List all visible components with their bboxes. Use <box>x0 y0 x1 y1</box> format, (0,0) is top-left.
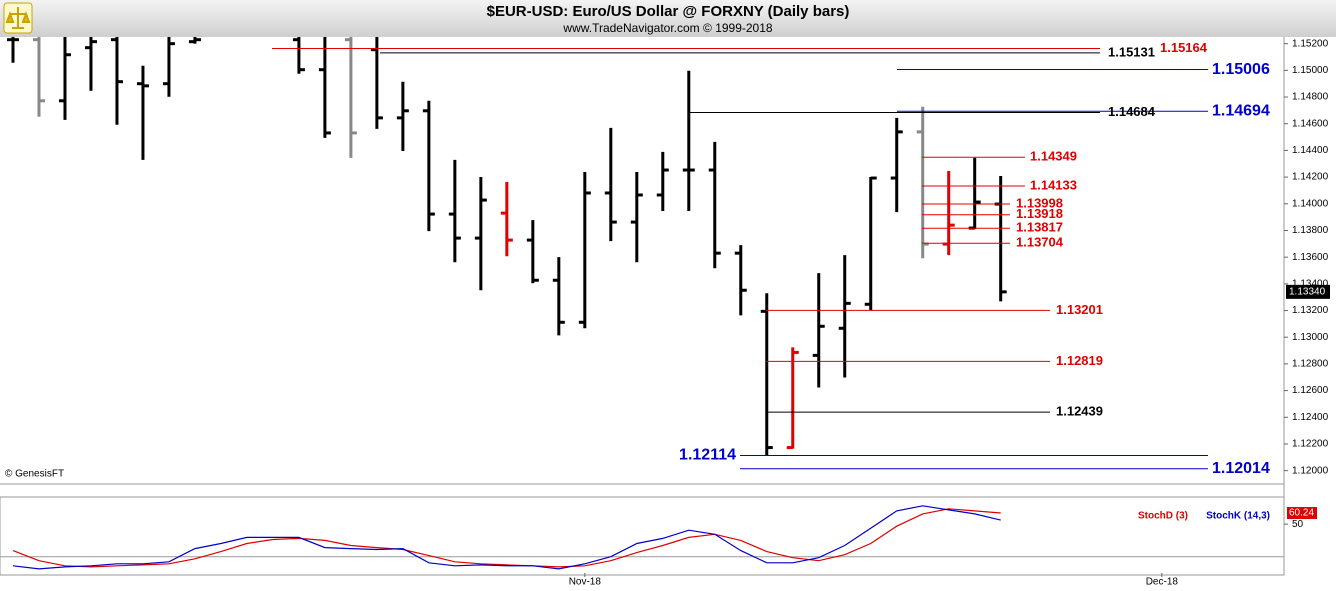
y-tick-label: 1.12800 <box>1292 359 1329 370</box>
stoch-panel <box>0 496 1285 576</box>
level-label: 1.12014 <box>1212 460 1270 477</box>
level-label: 1.15131 <box>1108 44 1155 59</box>
stoch-line <box>12 505 1001 570</box>
level-label: 1.12439 <box>1056 404 1103 419</box>
price-plot <box>6 37 1007 456</box>
y-tick-label: 1.12400 <box>1292 412 1329 423</box>
y-tick-label: 1.12600 <box>1292 385 1329 396</box>
y-tick-label: 1.13400 <box>1292 278 1329 289</box>
y-tick-label: 1.12000 <box>1292 465 1329 476</box>
level-label: 1.12819 <box>1056 353 1103 368</box>
x-tick-label: Nov-18 <box>569 577 602 588</box>
y-tick-label: 1.12200 <box>1292 439 1329 450</box>
chart-subtitle: www.TradeNavigator.com © 1999-2018 <box>562 21 772 35</box>
stoch-line <box>12 508 1001 568</box>
y-tick-label: 1.13600 <box>1292 252 1329 263</box>
last-price-box <box>1286 284 1330 299</box>
level-label: 1.14133 <box>1030 177 1077 192</box>
y-tick-label: 1.14800 <box>1292 92 1329 103</box>
y-tick-label: 1.13800 <box>1292 225 1329 236</box>
level-label: 1.13817 <box>1016 220 1063 235</box>
level-label: 1.15006 <box>1212 61 1270 78</box>
y-tick-label: 1.14200 <box>1292 172 1329 183</box>
y-tick-label: 1.14000 <box>1292 198 1329 209</box>
logo <box>3 2 33 34</box>
last-value-box <box>1287 507 1317 520</box>
level-label: 1.14349 <box>1030 149 1077 164</box>
legend-entry: StochK (14,3) <box>1206 511 1270 522</box>
last-value-label: 60.24 <box>1289 508 1314 519</box>
y-tick-label: 50 <box>1292 519 1304 530</box>
x-tick-label: Dec-18 <box>1146 577 1179 588</box>
level-label: 1.15164 <box>1160 40 1208 55</box>
level-label: 1.14684 <box>1108 104 1156 119</box>
y-tick-label: 1.13000 <box>1292 332 1329 343</box>
level-label: 1.13918 <box>1016 206 1063 221</box>
y-tick-label: 1.14400 <box>1292 145 1329 156</box>
level-label: 1.14694 <box>1212 102 1270 119</box>
level-label: 1.13998 <box>1016 195 1063 210</box>
y-tick-label: 1.15200 <box>1292 38 1329 49</box>
y-tick-label: 1.14600 <box>1292 118 1329 129</box>
y-tick-label: 1.15000 <box>1292 65 1329 76</box>
source: © GenesisFT <box>5 469 64 480</box>
title-bar <box>0 0 1336 37</box>
level-label: 1.12114 <box>679 447 736 464</box>
legend-entry: StochD (3) <box>1138 511 1188 522</box>
chart-title: $EUR-USD: Euro/US Dollar @ FORXNY (Daily… <box>487 3 850 20</box>
last-price-label: 1.13340 <box>1289 286 1326 297</box>
level-label: 1.13704 <box>1016 235 1064 250</box>
y-tick-label: 1.13200 <box>1292 305 1329 316</box>
level-label: 1.13201 <box>1056 302 1103 317</box>
